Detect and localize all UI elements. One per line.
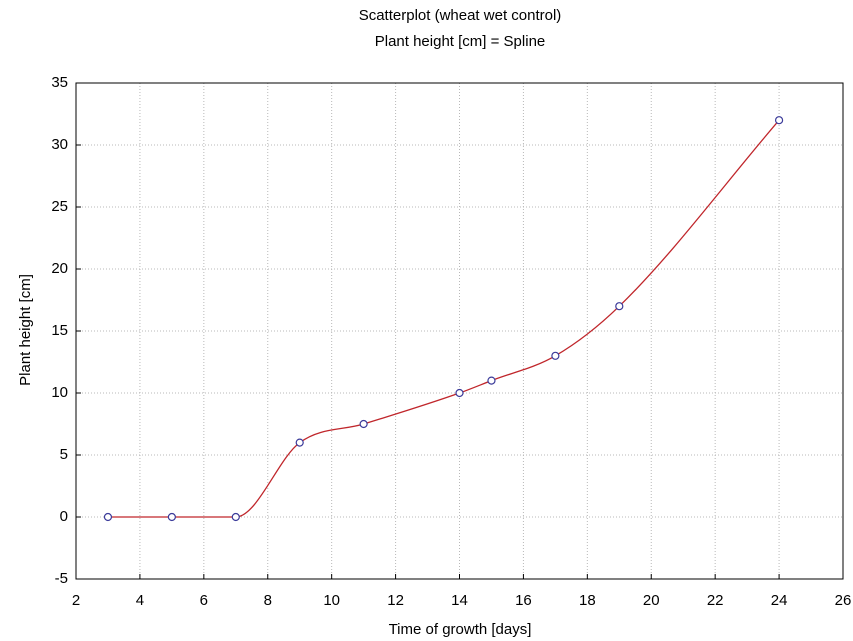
plot-frame (75, 82, 844, 580)
x-tick-label: 12 (387, 592, 404, 609)
x-tick-label: 18 (579, 592, 596, 609)
x-tick-label: 24 (771, 592, 788, 609)
y-tick-label: 30 (51, 136, 68, 153)
y-tick-label: -5 (55, 570, 68, 587)
point (231, 512, 240, 522)
x-tick-label: 6 (200, 592, 208, 609)
y-tick-label: 15 (51, 322, 68, 339)
point (455, 388, 464, 398)
y-tick-label: 5 (60, 446, 68, 463)
point (615, 302, 624, 311)
point (774, 116, 784, 125)
chart-title: Scatterplot (wheat wet control) (359, 7, 562, 24)
x-axis-label: Time of growth [days] (389, 621, 532, 638)
x-tick-label: 22 (707, 592, 724, 609)
y-tick-label: 25 (51, 198, 68, 215)
y-tick-label: 0 (60, 508, 68, 525)
x-tick-label: 8 (264, 592, 272, 609)
x-tick-label: 10 (323, 592, 340, 609)
x-tick-label: 16 (515, 592, 532, 609)
x-tick-label: 2 (72, 592, 80, 609)
point (103, 512, 113, 522)
y-tick-label: 10 (51, 384, 68, 401)
y-axis-label: Plant height [cm] (17, 274, 34, 386)
x-tick-label: 4 (136, 592, 144, 609)
y-tick-label: 35 (51, 74, 68, 91)
chart-subtitle: Plant height [cm] = Spline (375, 33, 546, 50)
point (295, 438, 304, 447)
y-tick-label: 20 (51, 260, 68, 277)
x-tick-label: 14 (451, 592, 468, 609)
point (167, 512, 176, 522)
x-tick-label: 20 (643, 592, 660, 609)
x-tick-label: 26 (835, 592, 852, 609)
point (551, 351, 560, 360)
point (487, 376, 496, 385)
point (359, 419, 368, 429)
